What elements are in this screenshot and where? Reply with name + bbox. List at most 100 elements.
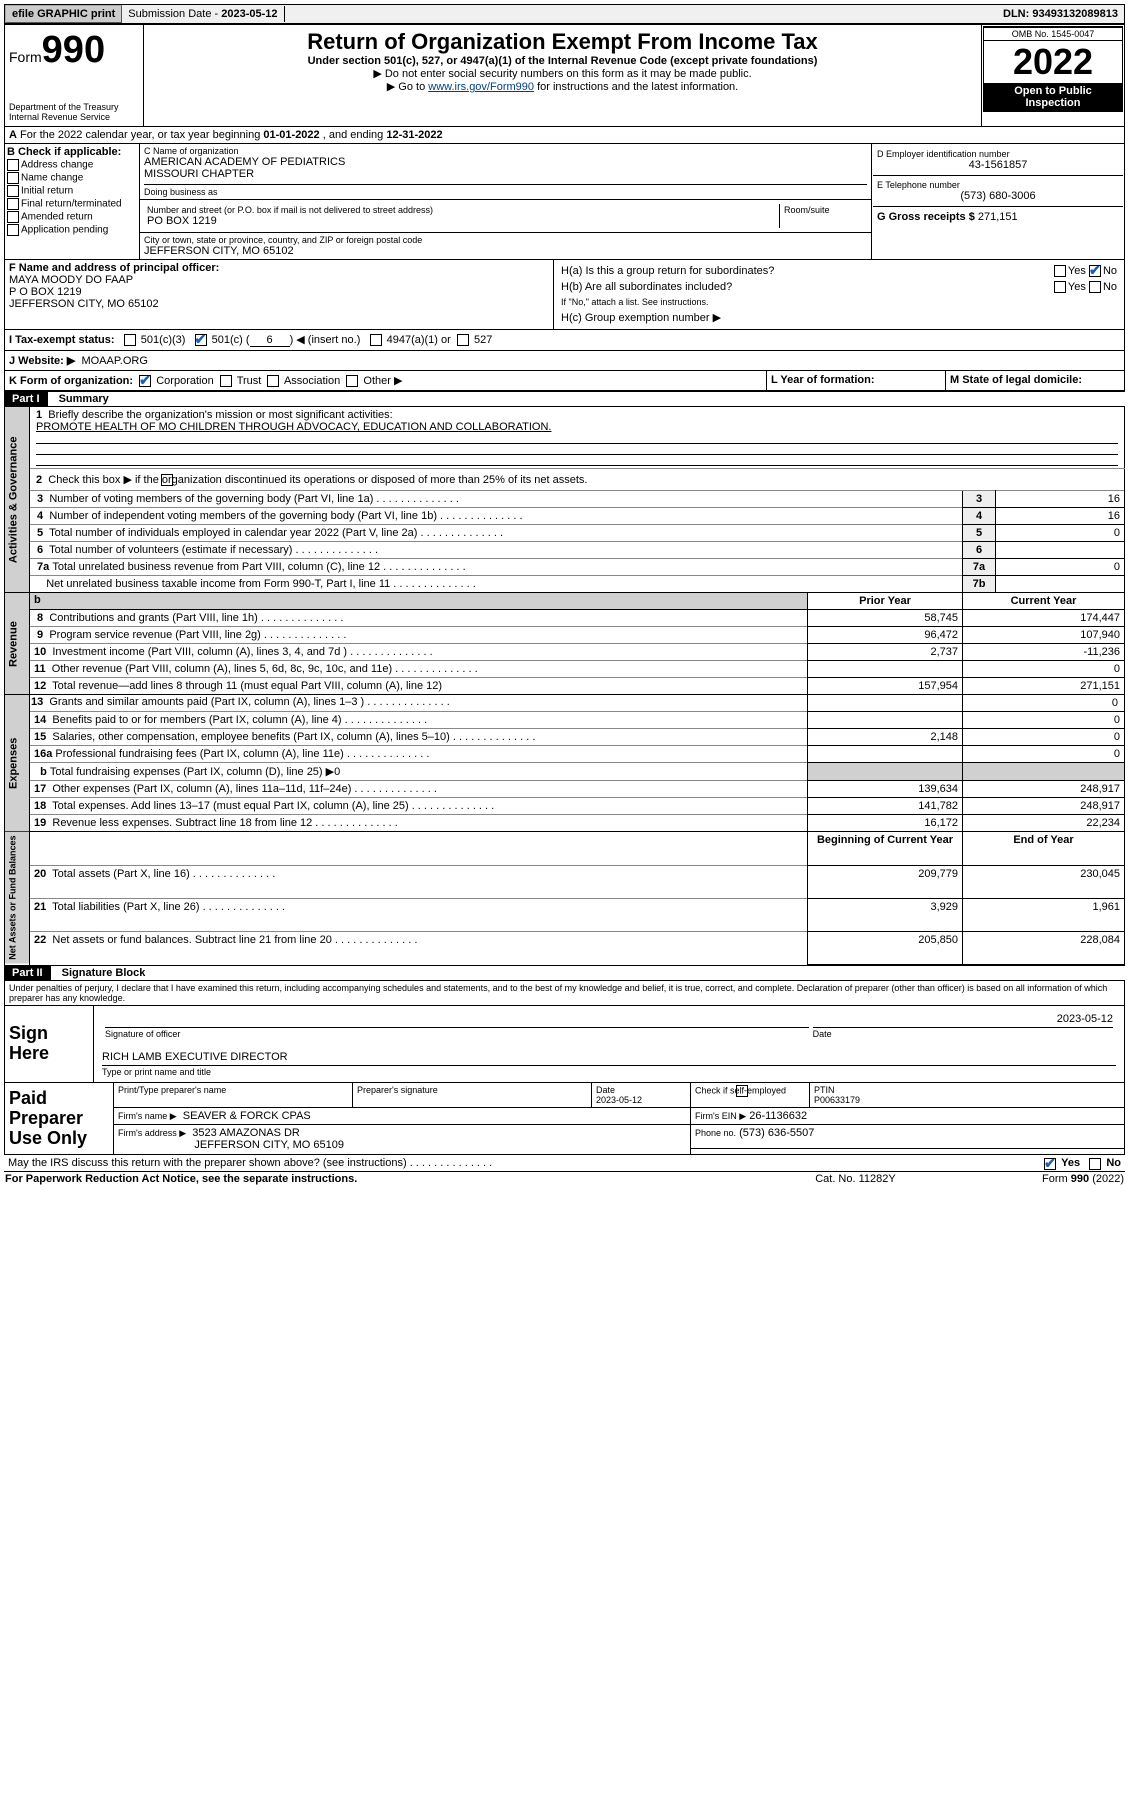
firm-addr1: 3523 AMAZONAS DR xyxy=(192,1127,300,1139)
discuss-yes[interactable] xyxy=(1044,1158,1056,1170)
footer-row: For Paperwork Reduction Act Notice, see … xyxy=(4,1172,1125,1186)
box-d-label: D Employer identification number xyxy=(877,149,1119,159)
officer-printed-name: RICH LAMB EXECUTIVE DIRECTOR xyxy=(102,1051,1116,1066)
org-street: PO BOX 1219 xyxy=(147,215,776,227)
val-4: 16 xyxy=(996,508,1125,525)
chk-name-change[interactable]: Name change xyxy=(7,172,137,184)
form-title: Return of Organization Exempt From Incom… xyxy=(148,29,977,55)
box-l-label: L Year of formation: xyxy=(771,374,875,386)
firm-addr2: JEFFERSON CITY, MO 65109 xyxy=(194,1139,344,1151)
h-b-yes[interactable] xyxy=(1054,281,1066,293)
officer-addr1: P O BOX 1219 xyxy=(9,286,82,298)
col-current: Current Year xyxy=(963,593,1125,610)
val-6 xyxy=(996,542,1125,559)
chk-self-employed[interactable] xyxy=(736,1085,748,1097)
h-a-yes[interactable] xyxy=(1054,265,1066,277)
irs-label: Internal Revenue Service xyxy=(9,112,139,122)
box-e-label: E Telephone number xyxy=(877,180,1119,190)
period-begin: 01-01-2022 xyxy=(263,129,319,141)
paid-preparer-block: Paid Preparer Use Only Print/Type prepar… xyxy=(4,1082,1125,1155)
side-net-assets: Net Assets or Fund Balances xyxy=(5,832,30,965)
part1-table: Activities & Governance 1 Briefly descri… xyxy=(4,406,1125,965)
h-a-no[interactable] xyxy=(1089,265,1101,277)
chk-initial-return[interactable]: Initial return xyxy=(7,185,137,197)
val-7b xyxy=(996,576,1125,593)
box-f-label: F Name and address of principal officer: xyxy=(9,262,219,274)
dln: DLN: 93493132089813 xyxy=(997,6,1124,22)
val-5: 0 xyxy=(996,525,1125,542)
firm-ein: 26-1136632 xyxy=(749,1110,807,1122)
paid-preparer-label: Paid Preparer Use Only xyxy=(5,1083,114,1155)
sign-date: 2023-05-12 xyxy=(813,1013,1113,1028)
cat-no: Cat. No. 11282Y xyxy=(767,1172,945,1186)
ein: 43-1561857 xyxy=(877,159,1119,171)
row-j: J Website: ▶ MOAAP.ORG xyxy=(4,350,1125,370)
form-footer: Form 990 (2022) xyxy=(1042,1173,1124,1185)
submission-date-value: 2023-05-12 xyxy=(221,8,277,20)
chk-other[interactable] xyxy=(346,375,358,387)
open-to-public: Open to Public Inspection xyxy=(984,83,1122,111)
part1-header: Part I Summary xyxy=(4,391,1125,406)
submission-date-label: Submission Date - xyxy=(128,8,218,20)
firm-name: SEAVER & FORCK CPAS xyxy=(183,1110,311,1122)
val-7a: 0 xyxy=(996,559,1125,576)
tax-year: 2022 xyxy=(984,41,1122,83)
efile-print-button[interactable]: efile GRAPHIC print xyxy=(5,5,122,23)
chk-501c3[interactable] xyxy=(124,334,136,346)
h-b-no[interactable] xyxy=(1089,281,1101,293)
top-toolbar: efile GRAPHIC print Submission Date - 20… xyxy=(4,4,1125,24)
side-governance: Activities & Governance xyxy=(5,407,30,593)
penalty-text: Under penalties of perjury, I declare th… xyxy=(4,980,1125,1005)
chk-address-change[interactable]: Address change xyxy=(7,159,137,171)
box-b-title: B Check if applicable: xyxy=(7,146,121,158)
box-c-label: C Name of organization xyxy=(144,146,867,156)
discuss-row: May the IRS discuss this return with the… xyxy=(4,1155,1125,1172)
note-ssn: ▶ Do not enter social security numbers o… xyxy=(148,67,977,80)
h-a-label: H(a) Is this a group return for subordin… xyxy=(560,264,1004,278)
pp-date: 2023-05-12 xyxy=(596,1095,642,1105)
ptin: P00633179 xyxy=(814,1095,860,1105)
period-end: 12-31-2022 xyxy=(386,129,442,141)
part2-header: Part II Signature Block xyxy=(4,965,1125,980)
chk-association[interactable] xyxy=(267,375,279,387)
col-prior: Prior Year xyxy=(808,593,963,610)
side-revenue: Revenue xyxy=(5,593,30,695)
side-expenses: Expenses xyxy=(5,695,30,832)
row-klm: K Form of organization: Corporation Trus… xyxy=(4,370,1125,391)
dba-label: Doing business as xyxy=(144,184,867,197)
phone: (573) 680-3006 xyxy=(877,190,1119,202)
org-name-2: MISSOURI CHAPTER xyxy=(144,168,867,180)
chk-501c[interactable] xyxy=(195,334,207,346)
irs-link[interactable]: www.irs.gov/Form990 xyxy=(428,81,534,93)
chk-final-return[interactable]: Final return/terminated xyxy=(7,198,137,210)
header-info-block: B Check if applicable: Address change Na… xyxy=(4,144,1125,259)
chk-corporation[interactable] xyxy=(139,375,151,387)
h-b-note: If "No," attach a list. See instructions… xyxy=(560,296,1118,308)
website: MOAAP.ORG xyxy=(81,355,147,367)
h-b-label: H(b) Are all subordinates included? xyxy=(560,280,1004,294)
firm-phone: (573) 636-5507 xyxy=(739,1127,814,1139)
501c-number: 6 xyxy=(250,334,290,347)
chk-discontinued[interactable] xyxy=(161,474,173,486)
chk-application-pending[interactable]: Application pending xyxy=(7,224,137,236)
submission-date: Submission Date - 2023-05-12 xyxy=(122,6,284,22)
officer-group-block: F Name and address of principal officer:… xyxy=(4,259,1125,329)
org-name-1: AMERICAN ACADEMY OF PEDIATRICS xyxy=(144,156,867,168)
note-link: ▶ Go to www.irs.gov/Form990 for instruct… xyxy=(148,80,977,93)
form-number: Form990 xyxy=(9,29,139,72)
tax-period-row: A For the 2022 calendar year, or tax yea… xyxy=(4,127,1125,144)
chk-527[interactable] xyxy=(457,334,469,346)
chk-amended-return[interactable]: Amended return xyxy=(7,211,137,223)
form-subtitle: Under section 501(c), 527, or 4947(a)(1)… xyxy=(148,55,977,67)
chk-trust[interactable] xyxy=(220,375,232,387)
officer-name: MAYA MOODY DO FAAP xyxy=(9,274,133,286)
sign-here-label: Sign Here xyxy=(5,1006,94,1083)
row-i: I Tax-exempt status: 501(c)(3) 501(c) (6… xyxy=(4,329,1125,350)
chk-4947[interactable] xyxy=(370,334,382,346)
officer-signature[interactable] xyxy=(105,1013,809,1028)
mission-text: PROMOTE HEALTH OF MO CHILDREN THROUGH AD… xyxy=(36,421,551,433)
h-c-label: H(c) Group exemption number ▶ xyxy=(560,310,1118,325)
box-g-label: G Gross receipts $ xyxy=(877,211,975,223)
gross-receipts: 271,151 xyxy=(978,211,1018,223)
discuss-no[interactable] xyxy=(1089,1158,1101,1170)
